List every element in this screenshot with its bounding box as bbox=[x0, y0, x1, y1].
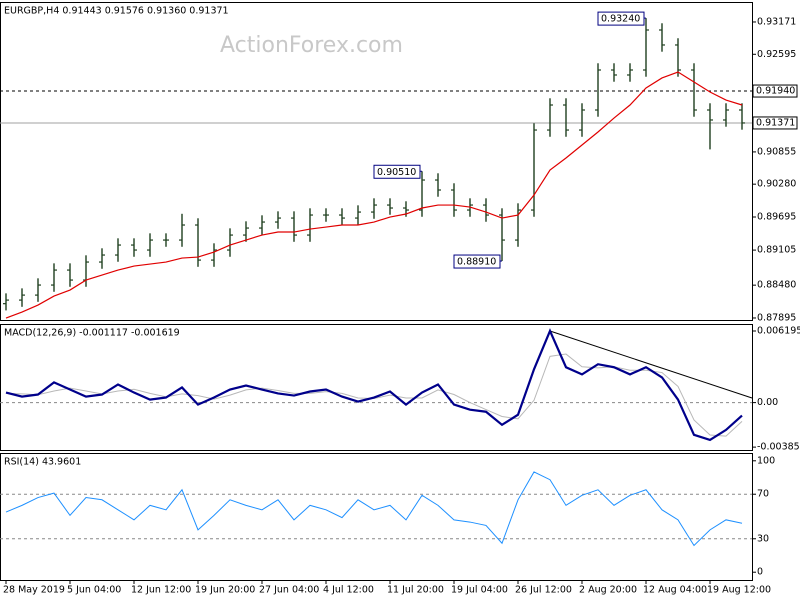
panel-frame bbox=[0, 324, 753, 451]
x-tick-label: 2 Aug 20:00 bbox=[579, 585, 637, 596]
x-tick-label: 5 Jun 04:00 bbox=[67, 585, 121, 596]
x-tick-label: 4 Jul 12:00 bbox=[323, 585, 374, 596]
macd-line bbox=[5, 328, 743, 442]
x-tick-label: 11 Jul 20:00 bbox=[387, 585, 444, 596]
y-tick-label: -0.003851 bbox=[757, 442, 800, 453]
annotation-label: 0.88910 bbox=[457, 257, 496, 268]
y-tick-label: 0.00 bbox=[757, 397, 778, 408]
y-tick-label: 0.87895 bbox=[757, 312, 796, 323]
panel-frame bbox=[0, 2, 753, 321]
y-tick-label: 70 bbox=[757, 489, 769, 500]
y-tick-label: 0.006195 bbox=[757, 325, 800, 336]
moving-average bbox=[5, 71, 743, 319]
y-tick-label: 0.92595 bbox=[757, 49, 796, 60]
current-price-box bbox=[752, 116, 798, 130]
level-label-box bbox=[752, 84, 798, 98]
x-tick-label: 19 Jun 20:00 bbox=[195, 585, 255, 596]
y-tick-label: 0.90280 bbox=[757, 179, 796, 190]
x-tick-label: 19 Aug 12:00 bbox=[707, 585, 771, 596]
y-tick-label: 30 bbox=[757, 533, 769, 544]
y-tick-label: 0.89695 bbox=[757, 211, 796, 222]
y-tick-label: 0 bbox=[757, 567, 763, 578]
y-tick-label: 0.90855 bbox=[757, 146, 796, 157]
x-tick-label: 19 Jul 04:00 bbox=[451, 585, 508, 596]
panel-title: RSI(14) 43.9601 bbox=[4, 457, 81, 468]
x-tick-label: 28 May 2019 bbox=[3, 585, 65, 596]
level-label: 0.91940 bbox=[756, 86, 795, 97]
annotation-label: 0.90510 bbox=[377, 167, 416, 178]
panel-frame bbox=[0, 453, 753, 581]
y-tick-label: 0.88480 bbox=[757, 280, 796, 291]
y-tick-label: 100 bbox=[757, 455, 775, 466]
y-tick-label: 0.93171 bbox=[757, 16, 796, 27]
x-tick-label: 12 Aug 04:00 bbox=[643, 585, 707, 596]
x-tick-label: 12 Jun 12:00 bbox=[131, 585, 191, 596]
rsi-line bbox=[5, 471, 743, 547]
annotation-label: 0.93240 bbox=[601, 14, 640, 25]
watermark: ActionForex.com bbox=[220, 33, 403, 58]
current-price-label: 0.91371 bbox=[756, 117, 795, 128]
x-tick-label: 26 Jul 12:00 bbox=[515, 585, 572, 596]
panel-title: EURGBP,H4 0.91443 0.91576 0.91360 0.9137… bbox=[4, 6, 229, 17]
panel-title: MACD(12,26,9) -0.001117 -0.001619 bbox=[4, 328, 180, 339]
x-tick-label: 27 Jun 04:00 bbox=[259, 585, 319, 596]
y-tick-label: 0.89105 bbox=[757, 245, 796, 256]
trend-line bbox=[549, 330, 753, 399]
